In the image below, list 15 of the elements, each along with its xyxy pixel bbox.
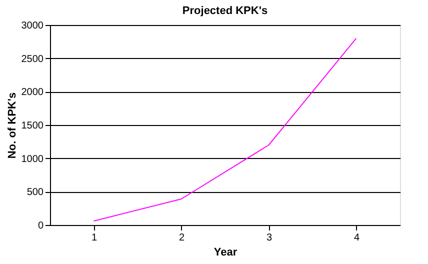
y-tick-label: 2000: [21, 87, 44, 98]
y-tick-label: 1000: [21, 154, 44, 165]
chart-title: Projected KPK's: [182, 5, 268, 17]
x-axis-title: Year: [214, 246, 238, 258]
x-tick-label: 1: [91, 232, 98, 244]
line-series: [93, 38, 357, 222]
x-tick-label: 3: [266, 232, 272, 244]
y-tick-label: 1500: [21, 120, 44, 132]
x-tick-label: 4: [354, 232, 360, 244]
y-tick-label: 0: [38, 220, 44, 232]
x-tick-label: 2: [178, 232, 185, 244]
y-tick-label: 500: [26, 187, 44, 198]
y-axis-title: No. of KPK's: [6, 92, 18, 159]
y-tick-label: 2500: [21, 54, 44, 65]
y-tick-label: 3000: [21, 20, 44, 32]
